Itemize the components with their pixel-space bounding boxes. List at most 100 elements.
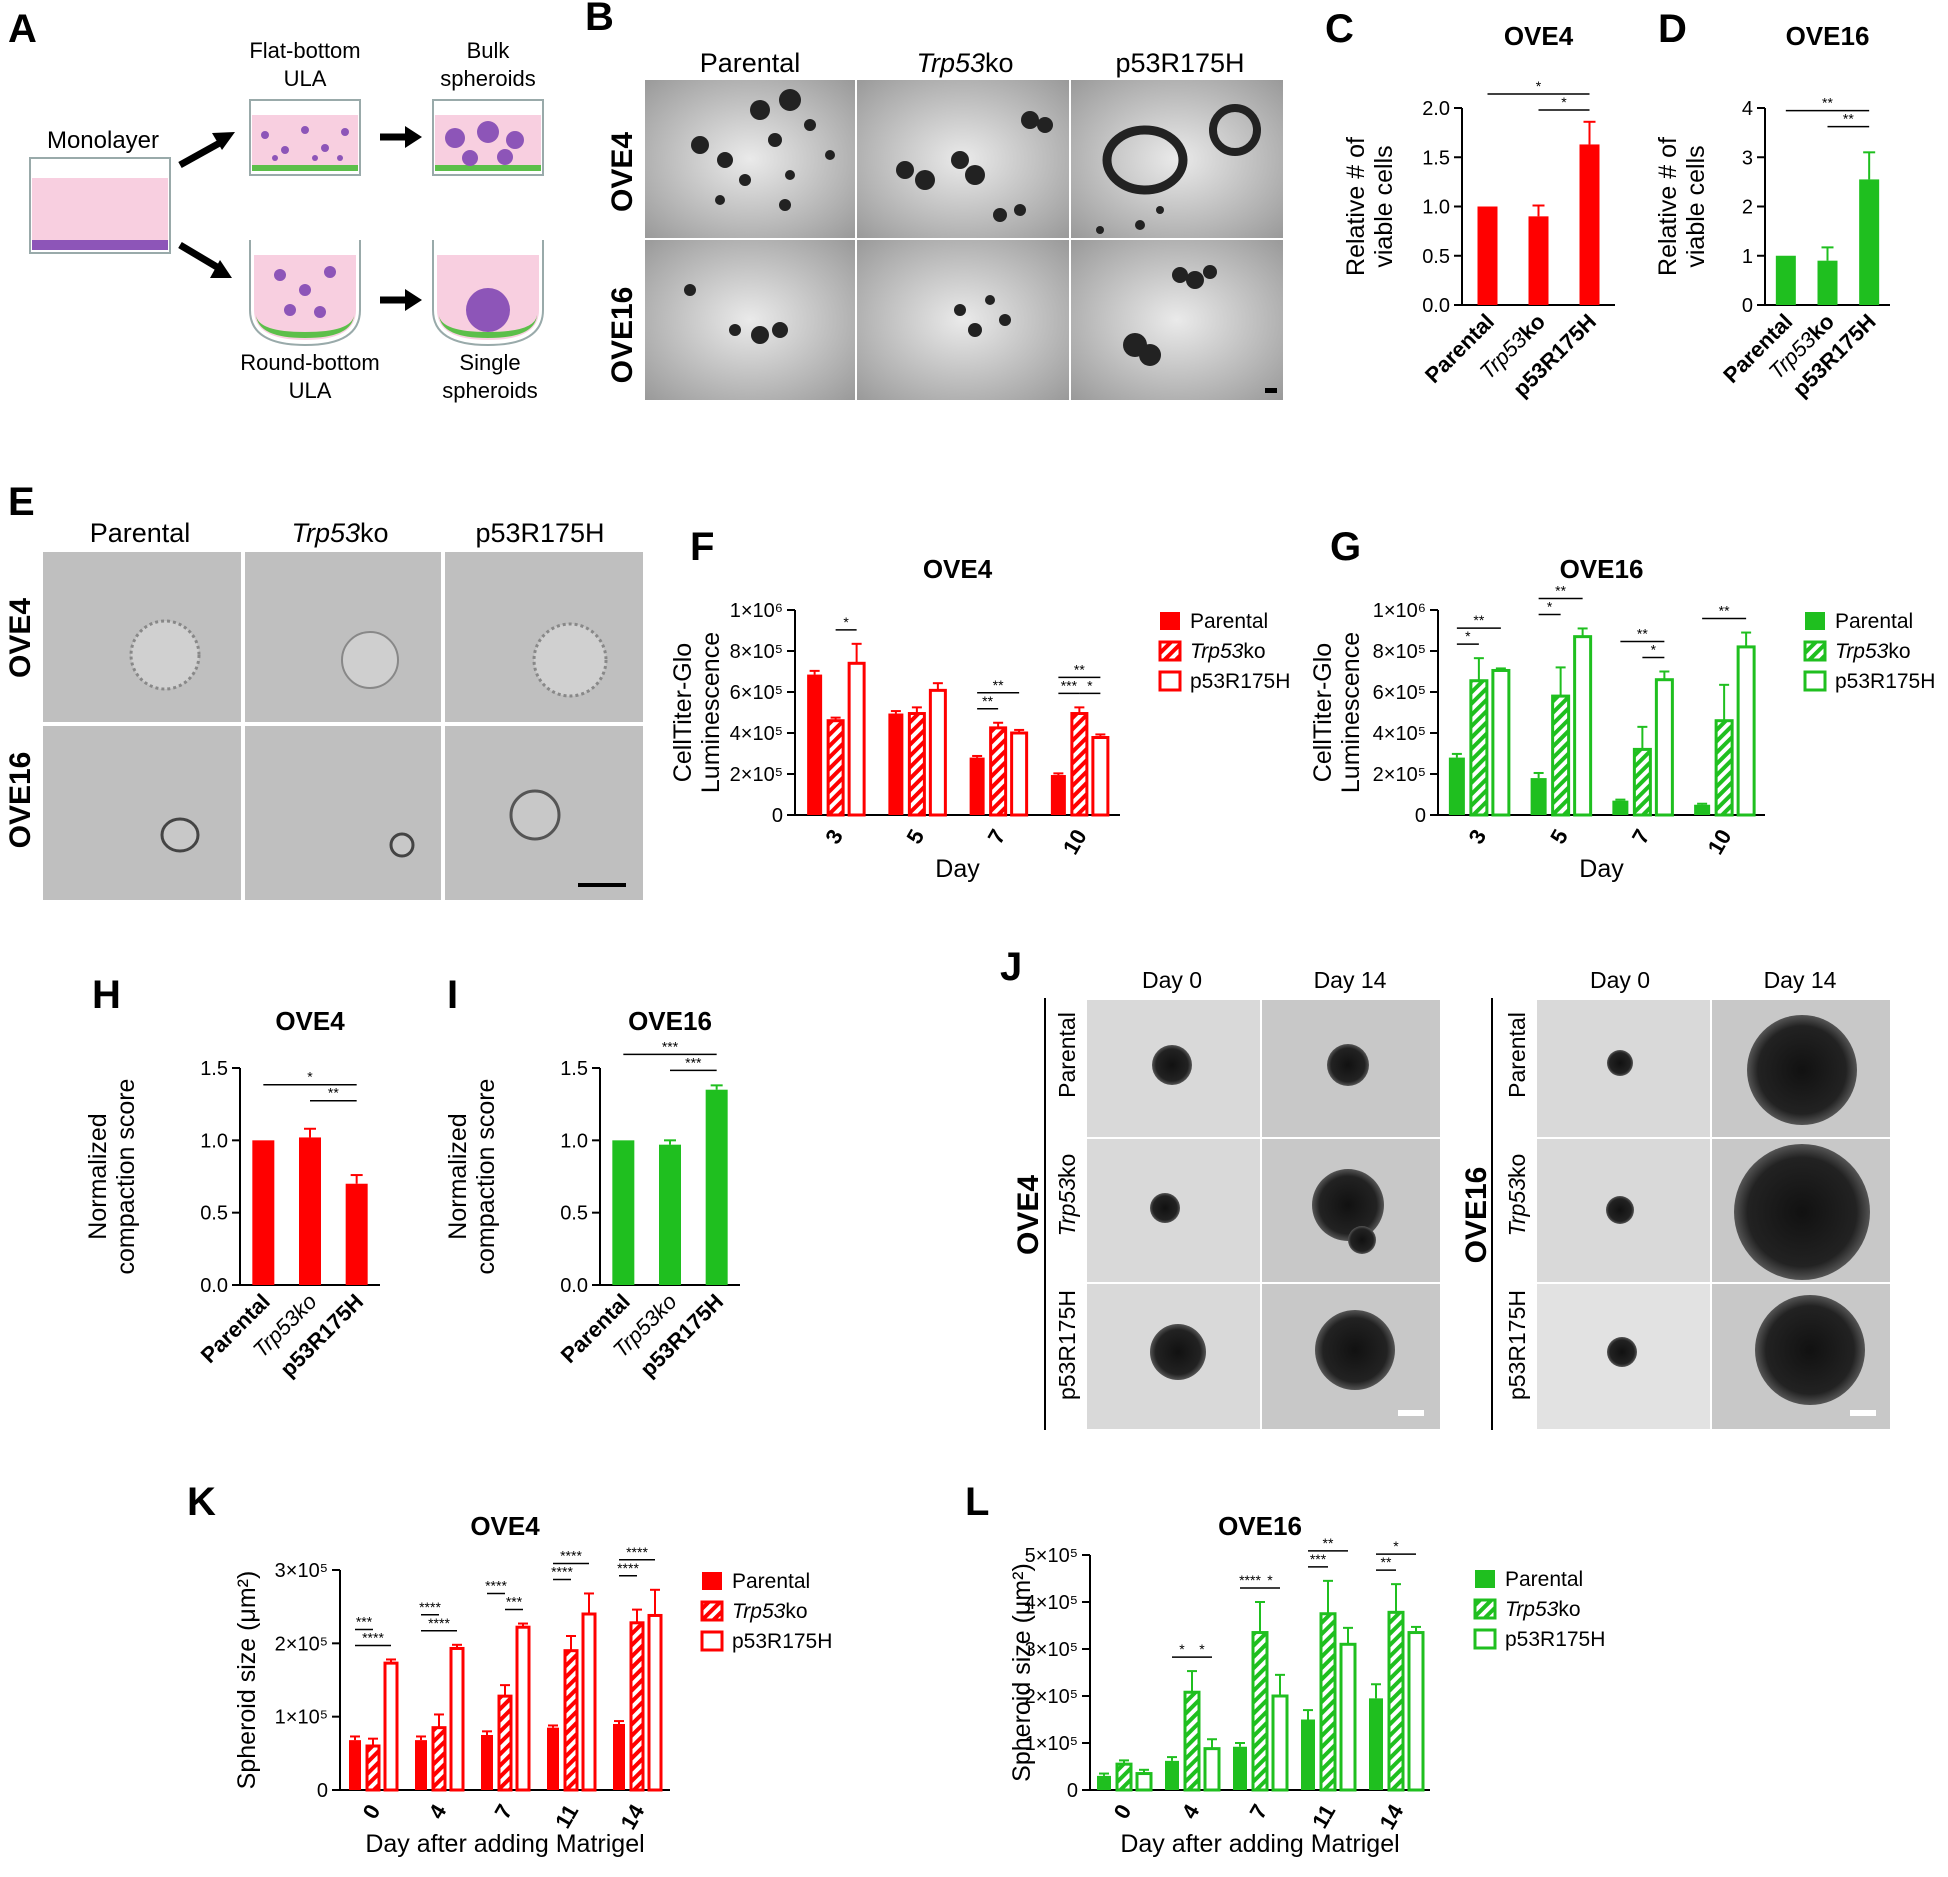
micrograph — [43, 726, 241, 900]
bar — [299, 1137, 321, 1285]
chart-k: 0 1×10⁵ 2×10⁵ 3×10⁵ OVE4 Spheroid size (μm²) 0… — [233, 1511, 832, 1858]
bar-parental — [1369, 1698, 1383, 1790]
panel-j-right-row-trp53ko: Trp53ko — [1504, 1154, 1530, 1237]
bar-trp53ko — [1070, 712, 1089, 817]
arrow-up — [178, 132, 235, 169]
panel-b-row-ove16: OVE16 — [606, 287, 639, 384]
y-tick-label: 0.0 — [560, 1275, 588, 1297]
bar — [252, 1140, 275, 1285]
bar — [659, 1144, 681, 1285]
legend-label: p53R175H — [1505, 1628, 1605, 1651]
panel-letter-k: K — [187, 1480, 216, 1524]
label-flat-ula: ULA — [284, 66, 327, 91]
label-single: Single — [459, 350, 520, 375]
y-tick-label: 1.5 — [1422, 147, 1450, 169]
sig-star: * — [1199, 1641, 1205, 1657]
y-tick-label: 0 — [317, 1780, 328, 1802]
sig-star: * — [1393, 1538, 1399, 1554]
panel-letter-b: B — [585, 0, 614, 39]
sig-star: *** — [506, 1594, 523, 1610]
y-tick-label: 4 — [1742, 98, 1753, 120]
bar-trp53ko — [1183, 1690, 1201, 1792]
single-spheroid-well — [432, 240, 544, 347]
panel-b-col-p53r175h: p53R175H — [1115, 48, 1244, 78]
bar-parental — [1694, 804, 1711, 815]
chart-f: 0 2×10⁵ 4×10⁵ 6×10⁵ 8×10⁵ 1×10⁶ OVE4 CellTiter-… — [669, 554, 1290, 883]
y-tick-label: 3 — [1742, 147, 1753, 169]
legend-label: Parental — [1190, 610, 1268, 633]
y-tick-label: 6×10⁵ — [1373, 682, 1426, 704]
x-tick-label: 4 — [424, 1799, 452, 1823]
panel-letter-e: E — [8, 480, 35, 524]
legend-swatch — [702, 1572, 722, 1590]
bar-parental — [481, 1735, 493, 1790]
legend-label: Trp53ko — [1190, 640, 1266, 663]
sig-star: ** — [1381, 1554, 1392, 1570]
legend-label-suffix: ko — [1558, 1598, 1580, 1621]
y-tick-label: 2×10⁵ — [275, 1633, 328, 1655]
legend-label: Parental — [732, 1570, 810, 1593]
bar-parental — [1050, 775, 1066, 815]
bar-parental — [547, 1727, 559, 1790]
y-axis-label: Luminescence — [1337, 632, 1365, 793]
y-tick-label: 1.0 — [200, 1130, 228, 1152]
bar-p53r175h — [1135, 1772, 1153, 1792]
bar — [612, 1140, 635, 1285]
scale-bar — [578, 883, 626, 887]
panel-b-col-trp53ko-suffix: ko — [985, 48, 1014, 78]
sig-star: **** — [551, 1563, 573, 1579]
label-spheroids: spheroids — [440, 66, 535, 91]
bulk-spheroid-well — [432, 99, 544, 176]
y-axis-label: viable cells — [1682, 145, 1710, 267]
y-tick-label: 0.5 — [1422, 246, 1450, 268]
y-tick-label: 0.5 — [560, 1203, 588, 1225]
scale-bar — [1398, 1410, 1424, 1416]
legend-swatch — [1473, 1598, 1497, 1620]
legend-swatch — [1475, 1570, 1495, 1588]
bar-parental — [969, 757, 985, 815]
bar-p53r175h — [383, 1661, 399, 1792]
panel-j-right-row-parental: Parental — [1504, 1012, 1530, 1098]
panel-j-left-day0: Day 0 — [1142, 967, 1202, 993]
y-axis-label: Spheroid size (μm²) — [1008, 1563, 1036, 1782]
sig-star: **** — [419, 1599, 441, 1615]
panel-e-col-trp53ko-suffix: ko — [360, 518, 389, 548]
micrograph — [645, 80, 855, 238]
sig-star: **** — [1239, 1572, 1261, 1588]
legend-swatch — [1160, 612, 1180, 630]
legend-label: Trp53ko — [1505, 1598, 1581, 1621]
sig-star: **** — [428, 1615, 450, 1631]
x-tick-label: 3 — [1463, 825, 1491, 848]
sig-star: **** — [485, 1578, 507, 1594]
legend-label-italic: Trp53 — [732, 1600, 786, 1623]
arrow-right-bottom — [380, 289, 422, 311]
y-axis-label: Relative # of — [1654, 137, 1682, 276]
bar-trp53ko — [1714, 719, 1734, 817]
panel-letter-c: C — [1325, 7, 1354, 51]
bar-parental — [1612, 800, 1629, 815]
legend-swatch — [1473, 1628, 1497, 1650]
panel-letter-g: G — [1330, 525, 1361, 569]
bar-p53r175h — [1654, 678, 1674, 817]
y-tick-label: 1×10⁵ — [275, 1707, 328, 1729]
panel-j-right-ko-suffix: ko — [1504, 1154, 1530, 1178]
panel-j-left-day14: Day 14 — [1314, 967, 1387, 993]
panel-j-images — [1087, 1000, 1890, 1429]
sig-star: ** — [1719, 603, 1730, 619]
panel-e-col-trp53ko: Trp53ko — [291, 518, 388, 548]
sig-star: * — [843, 614, 849, 630]
y-tick-label: 0.0 — [1422, 295, 1450, 317]
panel-e-col-trp53ko-italic: Trp53 — [291, 518, 360, 548]
panel-j-right-trp53-italic: Trp53 — [1504, 1178, 1530, 1237]
bar-trp53ko — [629, 1621, 645, 1792]
legend-swatch — [1805, 612, 1825, 630]
bar — [1817, 260, 1838, 305]
chart-title: OVE16 — [1218, 1511, 1302, 1541]
y-tick-label: 1.5 — [560, 1058, 588, 1080]
chart-title: OVE4 — [275, 1006, 345, 1036]
chart-l: 0 1×10⁵ 2×10⁵ 3×10⁵ 4×10⁵ 5×10⁵ OVE16 Spheroid … — [1008, 1511, 1605, 1858]
x-tick-label: 0 — [1109, 1800, 1137, 1823]
bar — [705, 1089, 728, 1285]
sig-star: *** — [662, 1038, 679, 1054]
